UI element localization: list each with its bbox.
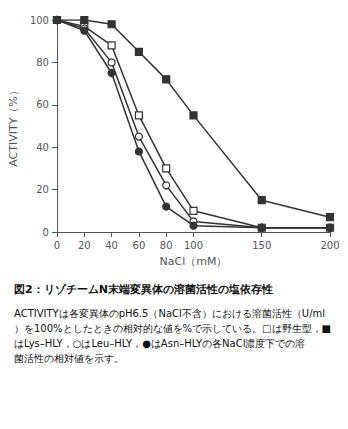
svg-text:ACTIVITYは各変異体のpH6.5（NaCl不含）におけ: ACTIVITYは各変異体のpH6.5（NaCl不含）における溶菌活性（U/ml bbox=[14, 308, 325, 319]
svg-text:150: 150 bbox=[252, 240, 271, 251]
svg-text:0: 0 bbox=[43, 227, 49, 238]
svg-text:はLys–HLY，○はLeu–HLY，●はAsn–HLYの各: はLys–HLY，○はLeu–HLY，●はAsn–HLYの各NaCl濃度下での溶 bbox=[14, 338, 306, 349]
svg-text:0: 0 bbox=[54, 240, 60, 251]
svg-text:図2：リゾチームN末端変異体の溶菌活性の塩依存性: 図2：リゾチームN末端変異体の溶菌活性の塩依存性 bbox=[14, 283, 273, 296]
svg-text:40: 40 bbox=[105, 240, 118, 251]
svg-text:60: 60 bbox=[36, 99, 49, 110]
svg-text:100: 100 bbox=[184, 240, 203, 251]
svg-text:20: 20 bbox=[36, 184, 49, 195]
svg-text:20: 20 bbox=[78, 240, 91, 251]
svg-text:200: 200 bbox=[320, 240, 339, 251]
svg-text:ACTIVITY（%）: ACTIVITY（%） bbox=[7, 85, 20, 167]
svg-text:80: 80 bbox=[160, 240, 173, 251]
svg-text:100: 100 bbox=[30, 15, 49, 26]
svg-text:60: 60 bbox=[133, 240, 146, 251]
svg-text:40: 40 bbox=[36, 142, 49, 153]
svg-text:NaCl（mM）: NaCl（mM） bbox=[160, 255, 228, 268]
svg-text:80: 80 bbox=[36, 57, 49, 68]
svg-text:菌活性の相対値を示す。: 菌活性の相対値を示す。 bbox=[14, 353, 124, 364]
svg-text:）を100%としたときの相対的な値を%で示している。□は野生: ）を100%としたときの相対的な値を%で示している。□は野生型，■ bbox=[14, 323, 331, 334]
